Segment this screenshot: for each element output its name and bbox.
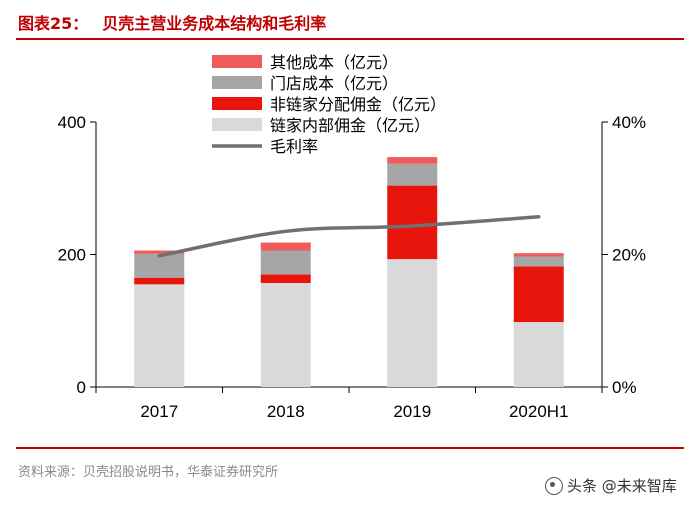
figure-name: 贝壳主营业务成本结构和毛利率: [102, 14, 327, 33]
bar-segment: [387, 259, 438, 387]
gross-margin-line: [157, 214, 541, 258]
chart-lines: [157, 214, 541, 258]
source-divider: [16, 447, 684, 449]
right-axis-tick-label: 20%: [612, 246, 646, 265]
right-axis-tick-label: 0%: [612, 378, 637, 397]
left-axis-tick-label: 400: [58, 113, 86, 132]
title-divider: [16, 38, 684, 40]
legend-swatch: [212, 76, 262, 89]
legend-label: 链家内部佣金（亿元）: [270, 117, 430, 135]
left-axis-tick-label: 200: [58, 246, 86, 265]
left-axis-tick-label: 0: [77, 378, 86, 397]
bar-segment: [260, 274, 311, 283]
x-axis-tick-label: 2017: [140, 402, 178, 421]
watermark: 头条 @未来智库: [545, 475, 677, 496]
legend-swatch: [212, 55, 262, 68]
cost-structure-chart: 其他成本（亿元） 门店成本（亿元） 非链家分配佣金（亿元） 链家内部佣金（亿元） 毛利率…: [58, 54, 646, 421]
bar-segment: [387, 185, 438, 260]
watermark-text: 头条 @未来智库: [567, 477, 677, 495]
chart-legend: 其他成本（亿元） 门店成本（亿元） 非链家分配佣金（亿元） 链家内部佣金（亿元） 毛利率: [212, 54, 446, 156]
legend-label: 门店成本（亿元）: [270, 75, 398, 93]
legend-label: 非链家分配佣金（亿元）: [270, 96, 446, 114]
legend-swatch: [212, 97, 262, 110]
bar-segment: [513, 253, 564, 257]
bar-segment: [134, 250, 185, 254]
bar-segment: [513, 256, 564, 267]
x-axis-tick-label: 2019: [393, 402, 431, 421]
bar-segment: [260, 282, 311, 387]
bar-segment: [134, 277, 185, 285]
source-note: 资料来源：贝壳招股说明书，华泰证券研究所: [18, 465, 279, 480]
bar-segment: [134, 253, 185, 278]
legend-swatch: [212, 118, 262, 131]
x-axis-tick-label: 2020H1: [509, 402, 569, 421]
bar-segment: [387, 163, 438, 186]
bar-segment: [134, 284, 185, 387]
figure-label: 图表25：: [18, 14, 89, 33]
legend-label: 毛利率: [270, 138, 318, 156]
right-axis-tick-label: 40%: [612, 113, 646, 132]
bar-segment: [260, 250, 311, 275]
watermark-logo-icon: [545, 476, 563, 495]
x-axis-tick-label: 2018: [267, 402, 305, 421]
chart-axes: 0 200 400 0% 20% 40% 2017 2018 2019 2020H1: [58, 113, 646, 421]
legend-label: 其他成本（亿元）: [270, 54, 398, 72]
figure-title: 图表25： 贝壳主营业务成本结构和毛利率: [18, 10, 326, 34]
bar-segment: [260, 242, 311, 251]
chart-bars: [134, 157, 564, 387]
bar-segment: [513, 322, 564, 387]
bar-segment: [513, 266, 564, 323]
bar-segment: [387, 157, 438, 164]
